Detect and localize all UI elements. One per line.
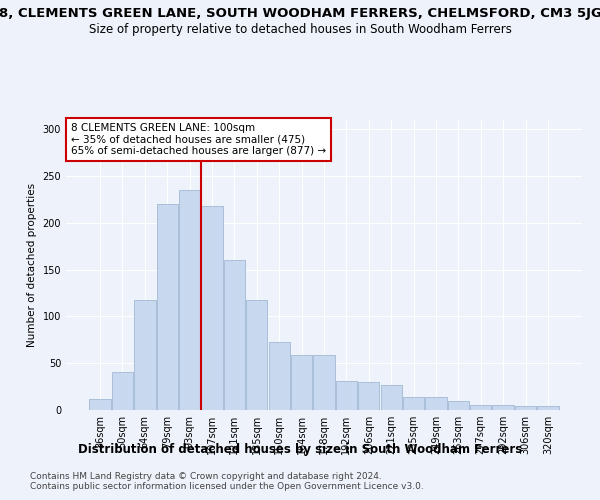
- Bar: [380, 384, 402, 410]
- Bar: [112, 372, 133, 410]
- Text: Size of property relative to detached houses in South Woodham Ferrers: Size of property relative to detached ho…: [89, 22, 511, 36]
- Bar: [403, 397, 424, 410]
- Text: Distribution of detached houses by size in South Woodham Ferrers: Distribution of detached houses by size …: [78, 442, 522, 456]
- Bar: [537, 406, 559, 410]
- Bar: [89, 399, 111, 410]
- Bar: [336, 381, 357, 410]
- Bar: [224, 260, 245, 410]
- Text: Contains HM Land Registry data © Crown copyright and database right 2024.: Contains HM Land Registry data © Crown c…: [30, 472, 382, 481]
- Y-axis label: Number of detached properties: Number of detached properties: [27, 183, 37, 347]
- Bar: [448, 400, 469, 410]
- Bar: [246, 300, 268, 410]
- Bar: [157, 204, 178, 410]
- Bar: [313, 355, 335, 410]
- Bar: [134, 300, 155, 410]
- Text: 8, CLEMENTS GREEN LANE, SOUTH WOODHAM FERRERS, CHELMSFORD, CM3 5JG: 8, CLEMENTS GREEN LANE, SOUTH WOODHAM FE…: [0, 8, 600, 20]
- Bar: [470, 406, 491, 410]
- Bar: [291, 355, 312, 410]
- Bar: [515, 406, 536, 410]
- Bar: [202, 206, 223, 410]
- Bar: [269, 342, 290, 410]
- Bar: [358, 382, 379, 410]
- Text: 8 CLEMENTS GREEN LANE: 100sqm
← 35% of detached houses are smaller (475)
65% of : 8 CLEMENTS GREEN LANE: 100sqm ← 35% of d…: [71, 123, 326, 156]
- Bar: [425, 397, 446, 410]
- Bar: [179, 190, 200, 410]
- Text: Contains public sector information licensed under the Open Government Licence v3: Contains public sector information licen…: [30, 482, 424, 491]
- Bar: [493, 406, 514, 410]
